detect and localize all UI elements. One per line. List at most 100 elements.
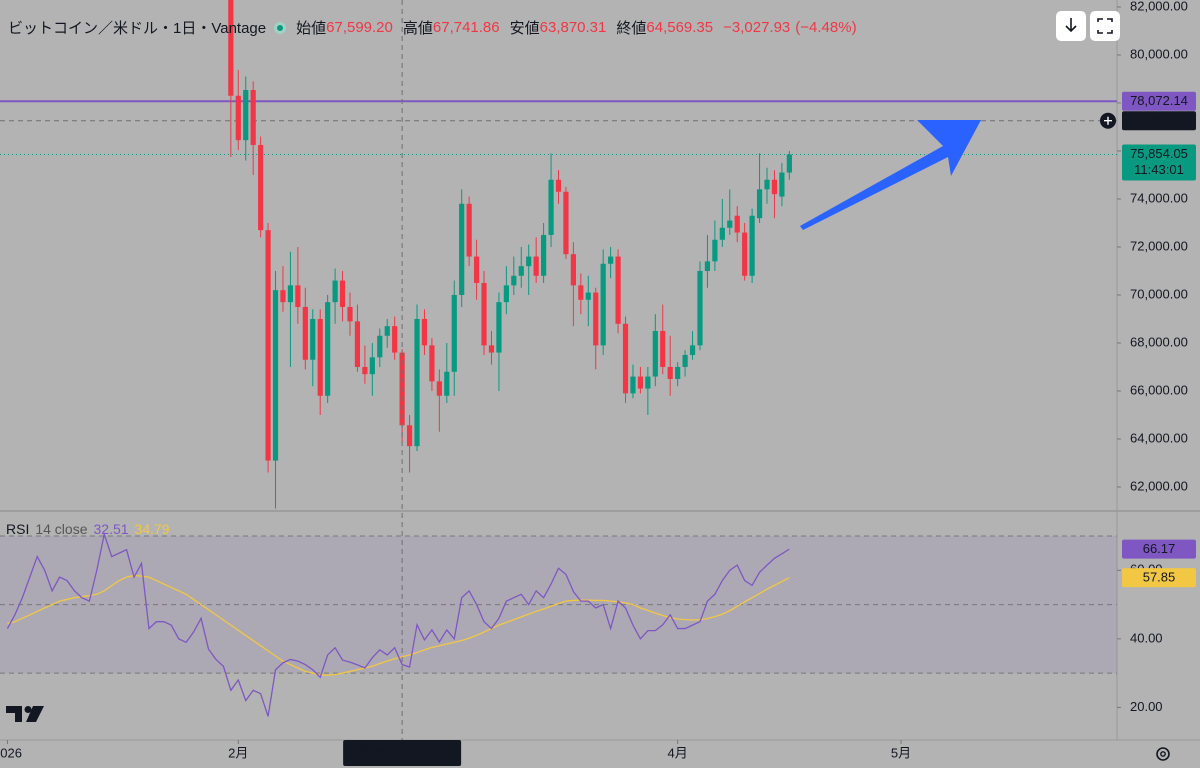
- candle-body: [369, 357, 375, 375]
- candle-body: [444, 371, 450, 396]
- candle-body: [228, 0, 234, 96]
- candle-body: [548, 179, 554, 235]
- logo-part: [24, 706, 32, 713]
- candle-body: [779, 172, 785, 197]
- legend-name: 終値: [616, 20, 647, 37]
- y-tick-label: 68,000.00: [1130, 334, 1188, 349]
- candle-body: [622, 323, 629, 394]
- candle-body: [630, 376, 636, 394]
- candle-body: [272, 290, 279, 461]
- candle-body: [362, 366, 368, 375]
- candle-body: [749, 215, 755, 276]
- candle-body: [459, 203, 465, 295]
- rsi-pane: [0, 531, 1117, 717]
- crosshair-price: 77,260.23: [1130, 113, 1188, 128]
- x-tick-label: 2月: [228, 745, 248, 760]
- candle-body: [704, 261, 711, 271]
- candle-body: [250, 90, 256, 145]
- candle-body: [347, 306, 353, 322]
- candle-body: [265, 230, 271, 461]
- x-tick-label: 2026: [0, 745, 22, 760]
- candle-body: [526, 256, 532, 267]
- add-icon: [1104, 116, 1112, 125]
- candle-body: [585, 292, 591, 300]
- countdown: 11:43:01: [1134, 162, 1184, 177]
- rsi-ma-value: 34.79: [134, 521, 170, 537]
- candle-body: [645, 376, 651, 389]
- candle-body: [339, 280, 346, 307]
- candle-body: [280, 290, 286, 303]
- candle-body: [258, 144, 264, 231]
- candle-body: [243, 90, 249, 141]
- candle-body: [734, 215, 740, 233]
- candle-body: [719, 227, 725, 240]
- y-tick-label: 80,000.00: [1130, 46, 1188, 61]
- candle-body: [511, 275, 517, 286]
- y-tick-label: 64,000.00: [1130, 430, 1188, 445]
- rsi-ma-last: 57.85: [1143, 570, 1176, 585]
- legend-value: 67,599.20: [326, 19, 393, 36]
- candle-body: [615, 256, 621, 324]
- candle-body: [689, 345, 696, 355]
- candle-body: [764, 179, 770, 190]
- legend-name: 始値: [296, 20, 327, 37]
- candle-body: [436, 381, 442, 396]
- candle-body: [503, 285, 509, 303]
- candle-body: [518, 266, 524, 276]
- candle-body: [660, 330, 666, 367]
- candle-body: [697, 270, 703, 346]
- candle-body: [555, 179, 562, 192]
- symbol-title: ビットコイン／米ドル・1日・Vantage: [8, 20, 267, 37]
- logo-part: [6, 706, 22, 722]
- rsi-legend: RSI 14 close 32.51 34.79: [6, 521, 176, 537]
- legend-value: 67,741.86: [432, 19, 500, 36]
- candle-body: [302, 306, 308, 360]
- candle-body: [488, 345, 495, 353]
- candle-body: [533, 256, 539, 276]
- candle-body: [652, 330, 658, 377]
- candle-body: [481, 282, 487, 346]
- hline-label: 78,072.14: [1130, 93, 1188, 108]
- candle-body: [354, 321, 361, 367]
- rsi-params: 14 close: [35, 521, 88, 537]
- candle-body: [429, 345, 435, 382]
- candle-body: [332, 280, 338, 303]
- candle-body: [473, 256, 480, 283]
- logo-part: [26, 706, 44, 722]
- candle-body: [287, 285, 294, 303]
- drawn-arrow: [800, 120, 981, 230]
- last-price-label: 75,854.05: [1130, 146, 1188, 161]
- candle-body: [600, 263, 606, 346]
- candle-body: [384, 326, 390, 336]
- settings-icon: [1156, 747, 1170, 761]
- candle-body: [786, 154, 792, 173]
- y-tick-label: 62,000.00: [1130, 478, 1188, 493]
- candle-body: [637, 376, 644, 389]
- candle-body: [541, 234, 547, 276]
- market-status: [274, 21, 287, 34]
- settings-button[interactable]: [1156, 747, 1170, 761]
- candle-body: [742, 232, 748, 276]
- candle-body: [406, 425, 413, 447]
- candle-body: [578, 285, 584, 300]
- legend-name: 安値: [509, 20, 540, 37]
- candle-body: [392, 326, 398, 353]
- candle-body: [466, 203, 472, 257]
- candle-body: [377, 335, 383, 358]
- candle-body: [451, 294, 457, 372]
- last-price-box: [1122, 144, 1196, 181]
- rsi-ma-last-box: [1122, 568, 1196, 588]
- candle-body: [667, 366, 673, 379]
- rsi-value: 32.51: [93, 521, 129, 537]
- y-tick-label: 70,000.00: [1130, 286, 1188, 301]
- candle-body: [235, 95, 241, 141]
- candle-body: [563, 191, 569, 255]
- candle-body: [421, 318, 428, 346]
- download-icon: [1065, 18, 1077, 33]
- candle-body: [317, 318, 323, 396]
- hline-label-box: [1122, 91, 1196, 111]
- candle-body: [310, 318, 316, 360]
- fullscreen-button[interactable]: [1090, 11, 1120, 41]
